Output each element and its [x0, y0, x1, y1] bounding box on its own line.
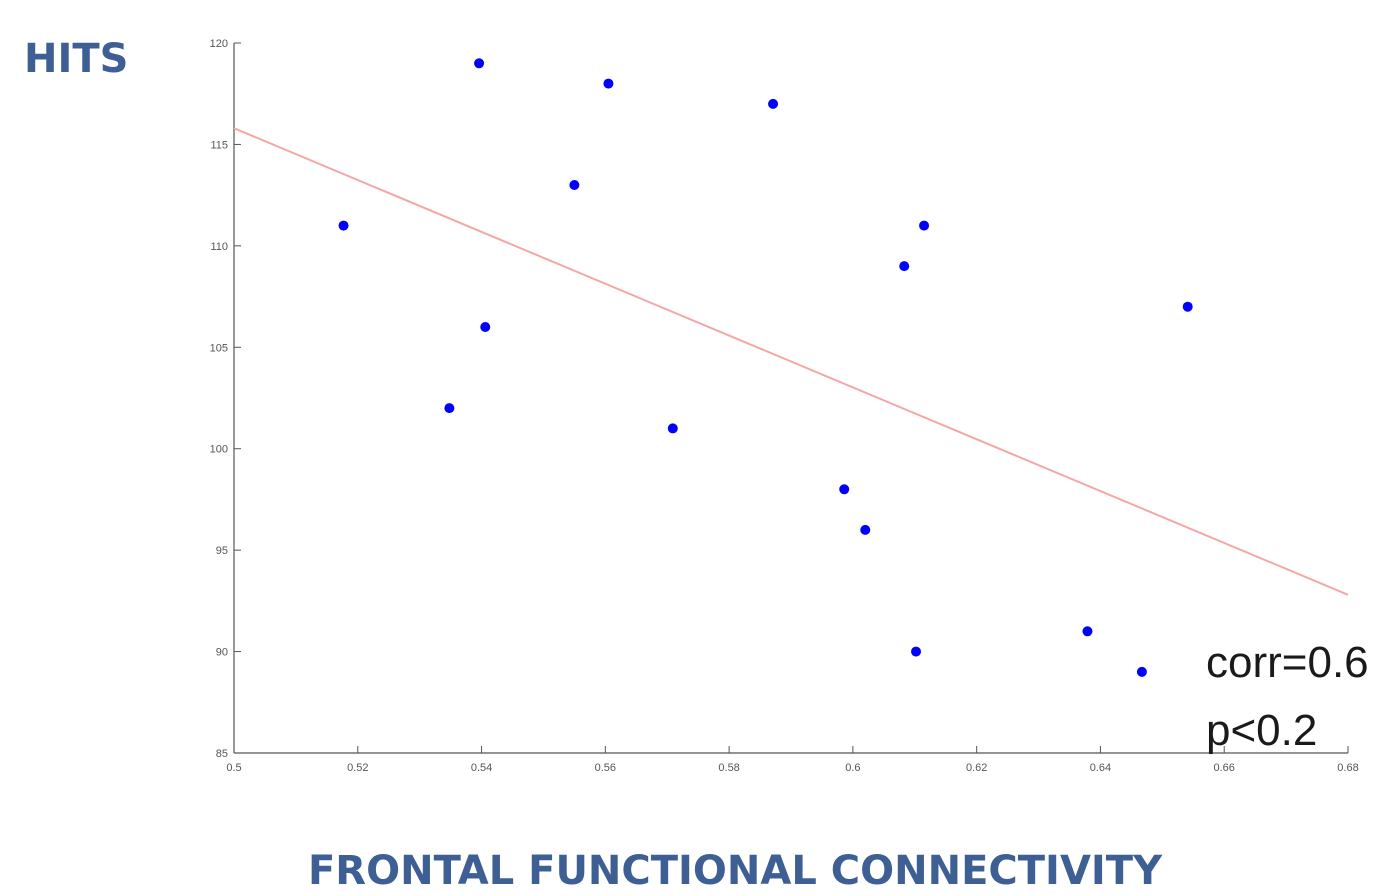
- correlation-annotation: corr=0.6: [1206, 638, 1369, 687]
- y-tick-label: 105: [210, 342, 228, 354]
- data-point: [474, 58, 485, 69]
- x-tick-label: 0.56: [595, 762, 616, 774]
- y-tick-label: 85: [216, 748, 228, 760]
- data-point: [569, 180, 580, 190]
- data-point: [911, 646, 922, 657]
- data-point: [603, 78, 614, 89]
- data-points: [338, 58, 1193, 677]
- x-tick-label: 0.64: [1090, 762, 1111, 774]
- fit-line-group: [233, 127, 1349, 596]
- data-point: [1082, 626, 1093, 637]
- x-tick-label: 0.5: [226, 762, 241, 774]
- y-axis-title: HITS: [24, 36, 129, 82]
- y-tick-label: 100: [210, 444, 228, 456]
- y-tick-label: 110: [210, 241, 228, 253]
- x-tick-label: 0.6: [845, 762, 860, 774]
- x-axis-title: FRONTAL FUNCTIONAL CONNECTIVITY: [307, 848, 1163, 894]
- data-point: [919, 220, 930, 231]
- x-tick-label: 0.58: [718, 762, 739, 774]
- regression-line: [233, 127, 1349, 596]
- x-tick-label: 0.54: [471, 762, 492, 774]
- data-point: [444, 403, 455, 414]
- data-point: [899, 261, 910, 272]
- chart-ticks: 85 90 95 100 105 110 115 120 0.5 0.52 0.54 0.56 0.58…: [210, 38, 1359, 774]
- chart-axes: [233, 43, 1348, 754]
- data-point: [839, 484, 850, 495]
- x-tick-label: 0.66: [1214, 762, 1235, 774]
- data-point: [480, 322, 491, 332]
- y-tick-label: 115: [210, 139, 228, 151]
- x-tick-label: 0.52: [347, 762, 368, 774]
- data-point: [667, 423, 678, 434]
- data-point: [860, 524, 871, 535]
- y-tick-label: 120: [210, 38, 228, 50]
- data-point: [768, 98, 779, 109]
- data-point: [1182, 301, 1193, 312]
- data-point: [338, 220, 349, 231]
- data-point: [1136, 666, 1147, 677]
- p-value-annotation: p<0.2: [1206, 706, 1318, 755]
- y-tick-label: 90: [216, 647, 228, 659]
- x-tick-label: 0.68: [1337, 762, 1358, 774]
- y-tick-label: 95: [216, 545, 228, 557]
- x-tick-label: 0.62: [966, 762, 987, 774]
